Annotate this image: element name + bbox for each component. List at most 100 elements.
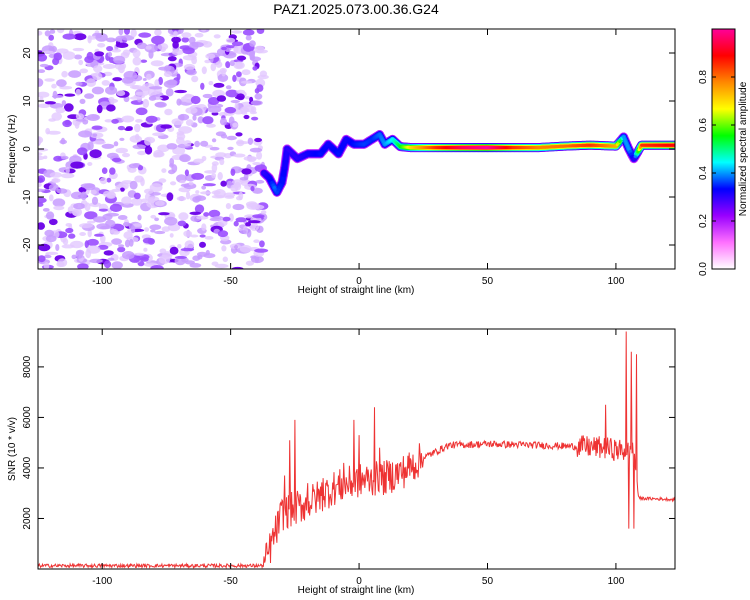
- spectrogram-noise-blob: [142, 78, 147, 81]
- spectrogram-noise-blob: [249, 223, 259, 231]
- spectrogram-noise-blob: [72, 47, 85, 52]
- spectrogram-noise-blob: [232, 74, 237, 82]
- spectrogram-noise-blob: [215, 152, 227, 158]
- spectrogram-noise-blob: [188, 181, 194, 186]
- spectrogram-y-tick-label: 10: [22, 95, 33, 107]
- spectrogram-noise-blob: [48, 183, 59, 191]
- spectrogram-noise-blob: [148, 50, 154, 59]
- spectrogram-noise-blob: [68, 70, 82, 78]
- spectrogram-noise-blob: [97, 244, 109, 250]
- spectrogram-noise-blob: [159, 95, 169, 101]
- spectrogram-noise-blob: [230, 99, 240, 104]
- spectrogram-noise-blob: [116, 90, 126, 97]
- spectrogram-noise-blob: [206, 123, 216, 128]
- spectrogram-noise-blob: [129, 96, 143, 100]
- spectrogram-noise-blob: [102, 64, 116, 69]
- spectrogram-noise-blob: [62, 120, 72, 128]
- spectrogram-noise-blob: [77, 147, 88, 156]
- spectrogram-noise-blob: [75, 118, 87, 122]
- spectrogram-noise-blob: [93, 65, 103, 73]
- spectrogram-noise-blob: [152, 132, 165, 137]
- spectrogram-noise-blob: [171, 164, 178, 173]
- spectrogram-noise-blob: [119, 137, 125, 141]
- spectrogram-noise-blob: [244, 96, 251, 100]
- spectrogram-noise-blob: [249, 40, 256, 47]
- spectrogram-noise-blob: [73, 33, 87, 41]
- spectrogram-noise-blob: [95, 33, 108, 42]
- spectrogram-noise-blob: [109, 229, 119, 234]
- spectrogram-noise-blob: [203, 212, 210, 217]
- spectrogram-noise-blob: [121, 77, 134, 84]
- spectrogram-noise-blob: [48, 218, 58, 226]
- spectrogram-noise-blob: [144, 145, 153, 155]
- spectrogram-noise-blob: [144, 188, 154, 194]
- spectrogram-noise-blob: [178, 212, 189, 221]
- spectrogram-noise-blob: [172, 29, 179, 32]
- spectrogram-y-tick-label: 0: [22, 146, 33, 152]
- snr-x-ticks: -100 -50 0 50 100: [92, 329, 625, 587]
- spectrogram-noise-blob: [122, 49, 131, 56]
- spectrogram-noise-blob: [106, 37, 116, 43]
- spectrogram-noise-blob: [122, 251, 135, 260]
- spectrogram-noise-blob: [234, 102, 239, 111]
- spectrogram-noise-blob: [177, 113, 190, 121]
- spectrogram-noise-blob: [195, 190, 200, 194]
- spectrogram-noise-blob: [254, 137, 262, 143]
- colorbar-tick-label: 0.0: [698, 262, 709, 276]
- spectrogram-noise-blob: [55, 244, 60, 251]
- spectrogram-noise-blob: [96, 104, 103, 114]
- spectrogram-noise-blob: [97, 43, 106, 48]
- spectrogram-noise-blob: [70, 191, 84, 200]
- spectrogram-noise-blob: [166, 143, 178, 150]
- spectrogram-noise-blob: [213, 216, 224, 219]
- spectrogram-noise-blob: [145, 45, 152, 50]
- spectrogram-noise-blob: [207, 105, 222, 113]
- spectrogram-noise-blob: [132, 144, 146, 150]
- spectrogram-noise-blob: [216, 95, 227, 102]
- spectrogram-noise-blob: [173, 30, 178, 38]
- spectrogram-noise-blob: [217, 73, 229, 82]
- spectrogram-noise-blob: [201, 155, 207, 162]
- snr-y-ticks: 2000 4000 6000 8000: [22, 355, 675, 530]
- spectrogram-noise-blob: [259, 70, 268, 78]
- spectrogram-noise-blob: [101, 143, 115, 149]
- spectrogram-noise-blob: [38, 197, 47, 204]
- spectrogram-noise-blob: [211, 138, 217, 143]
- spectrogram-noise-blob: [62, 33, 76, 40]
- spectrogram-noise-blob: [106, 152, 119, 159]
- spectrogram-noise-blob: [197, 116, 204, 124]
- spectrogram-noise-blob: [106, 104, 116, 112]
- spectrogram-noise-blob: [70, 161, 84, 169]
- spectrogram-noise-blob: [159, 248, 167, 254]
- snr-x-tick-label: -100: [92, 576, 112, 587]
- spectrogram-noise-blob: [38, 78, 44, 87]
- spectrogram-noise-blob: [204, 170, 217, 174]
- spectrogram-x-axis-label: Height of straight line (km): [298, 285, 415, 296]
- spectrogram-noise-blob: [202, 116, 214, 125]
- spectrogram-x-tick-label: 100: [608, 276, 625, 287]
- spectrogram-noise-blob: [38, 152, 43, 156]
- spectrogram-noise-blob: [149, 183, 163, 193]
- spectrogram-noise-blob: [219, 158, 225, 166]
- spectrogram-noise-blob: [84, 55, 94, 64]
- spectrogram-noise-blob: [98, 208, 109, 212]
- colorbar-tick-label: 0.2: [698, 214, 709, 228]
- spectrogram-noise-blob: [38, 243, 51, 252]
- spectrogram-noise-blob: [236, 89, 246, 94]
- snr-x-tick-label: 100: [608, 576, 625, 587]
- spectrogram-noise-blob: [248, 220, 261, 224]
- spectrogram-noise-blob: [137, 150, 147, 156]
- spectrogram-noise-blob: [61, 100, 67, 106]
- spectrogram-noise-blob: [171, 36, 182, 44]
- spectrogram-noise-blob: [111, 157, 122, 163]
- spectrogram-x-tick-label: -100: [92, 276, 112, 287]
- spectrogram-noise-blob: [158, 76, 164, 86]
- spectrogram-noise-blob: [60, 137, 66, 145]
- spectrogram-noise-blob: [45, 235, 57, 243]
- spectrogram-noise-blob: [56, 29, 65, 34]
- spectrogram-noise-blob: [75, 88, 81, 96]
- spectrogram-noise-blob: [123, 231, 133, 239]
- spectrogram-noise-blob: [194, 204, 205, 214]
- spectrogram-noise-blob: [113, 55, 126, 64]
- spectrogram-noise-blob: [86, 114, 100, 121]
